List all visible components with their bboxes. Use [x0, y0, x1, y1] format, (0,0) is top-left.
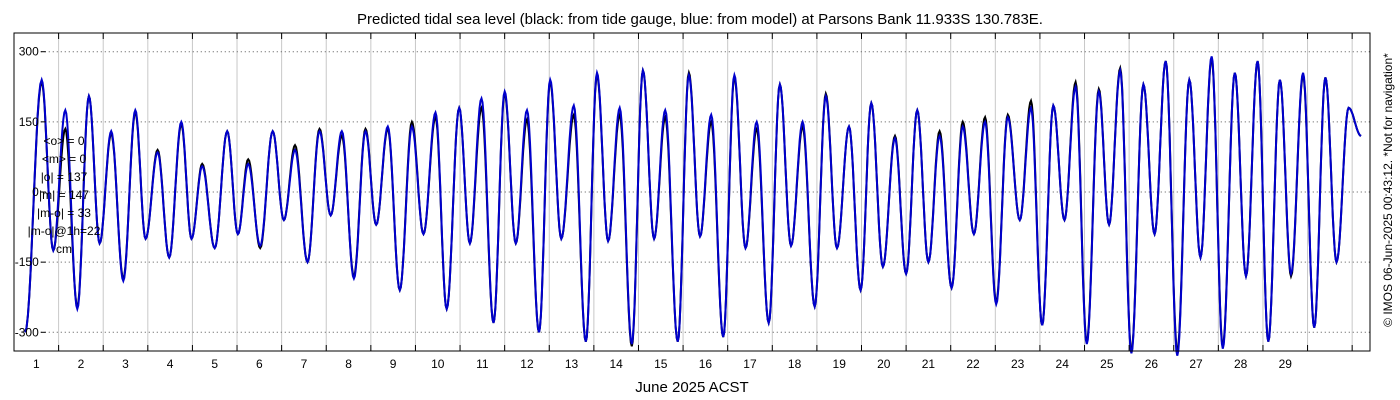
x-tick-label: 15: [654, 357, 668, 371]
x-tick-label: 24: [1056, 357, 1070, 371]
x-tick-label: 7: [301, 357, 308, 371]
x-tick-label: 22: [966, 357, 980, 371]
x-tick-label: 18: [788, 357, 802, 371]
x-tick-label: 19: [833, 357, 847, 371]
x-tick-label: 12: [520, 357, 534, 371]
x-tick-label: 16: [699, 357, 713, 371]
stat-mean-observed: <o> = 0: [43, 134, 84, 148]
x-axis-ticks: 1 2 3 4 5 6 7 8 9 10 11 12 13 14 15 16 17 18 19 20 21 22 23 24 2…: [13, 33, 1353, 371]
x-tick-label: 25: [1100, 357, 1114, 371]
x-tick-label: 11: [476, 357, 489, 371]
x-tick-label: 20: [877, 357, 891, 371]
x-tick-label: 28: [1234, 357, 1248, 371]
stat-abs-model: |m| = 147: [39, 188, 89, 202]
x-tick-label: 2: [78, 357, 85, 371]
series-layer: [24, 56, 1362, 356]
x-tick-label: 23: [1011, 357, 1025, 371]
x-tick-label: 14: [609, 357, 623, 371]
copyright-credit: © IMOS 06-Jun-2025 00:43:12. *Not for na…: [1381, 53, 1395, 327]
x-axis-label: June 2025 ACST: [635, 379, 748, 396]
x-tick-label: 17: [743, 357, 757, 371]
stat-mean-model: <m> = 0: [42, 152, 87, 166]
chart-title: Predicted tidal sea level (black: from t…: [357, 11, 1043, 28]
x-tick-label: 13: [565, 357, 579, 371]
y-tick-label: -150: [15, 255, 39, 269]
y-axis-ticks: 300 150 0 -150 -300: [15, 45, 46, 339]
y-tick-label: 0: [32, 185, 39, 199]
x-tick-label: 5: [211, 357, 218, 371]
x-tick-label: 4: [167, 357, 174, 371]
x-tick-label: 21: [922, 357, 936, 371]
stat-abs-observed: |o| = 137: [41, 170, 88, 184]
x-tick-label: 29: [1279, 357, 1293, 371]
plot-frame: [13, 32, 1371, 352]
x-tick-label: 8: [345, 357, 352, 371]
y-tick-label: 150: [19, 115, 39, 129]
x-tick-label: 6: [256, 357, 263, 371]
x-tick-label: 27: [1189, 357, 1203, 371]
statistics-box: <o> = 0 <m> = 0 |o| = 137 |m| = 147 |m-o…: [28, 134, 101, 256]
stat-abs-diff-1h: |m-o|@1h=22: [28, 224, 101, 238]
x-tick-label: 9: [390, 357, 397, 371]
x-tick-label: 26: [1145, 357, 1159, 371]
y-tick-label: 300: [19, 45, 39, 59]
stat-unit: cm: [56, 242, 72, 256]
y-tick-label: -300: [15, 325, 39, 339]
x-tick-label: 10: [431, 357, 445, 371]
model-series-line: [24, 56, 1362, 356]
stat-abs-diff: |m-o| = 33: [37, 206, 91, 220]
x-tick-label: 1: [33, 357, 40, 371]
x-tick-label: 3: [122, 357, 129, 371]
